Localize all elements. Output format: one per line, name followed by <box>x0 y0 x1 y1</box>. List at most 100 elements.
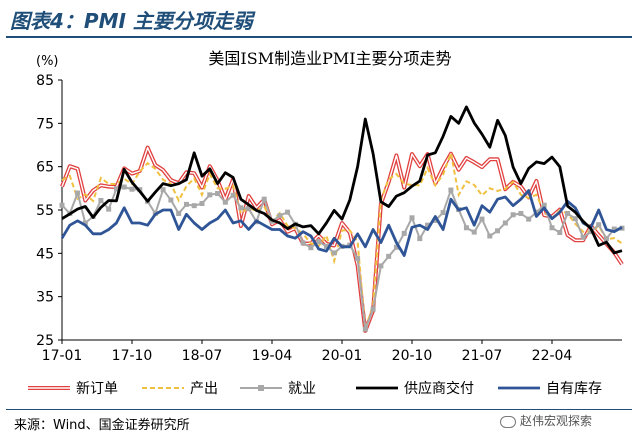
x-tick-label: 21-07 <box>462 348 503 364</box>
source-note: 来源：Wind、国金证券研究所 <box>14 418 190 433</box>
series-2-point <box>471 229 477 235</box>
series-2-point <box>277 213 283 219</box>
footer-rule <box>6 409 632 410</box>
series-2-point <box>191 203 197 209</box>
chart-title: 美国ISM制造业PMI主要分项走势 <box>208 49 451 68</box>
series-2-point <box>75 190 81 196</box>
x-tick-label: 17-10 <box>112 348 153 364</box>
series-2-point <box>409 215 415 221</box>
series-2-point <box>316 239 322 245</box>
series-2-point <box>611 226 617 232</box>
series-2-point <box>261 196 267 202</box>
series-2-point <box>207 192 213 198</box>
legend-1-label: 产出 <box>190 381 218 397</box>
x-tick-label: 17-01 <box>42 348 83 364</box>
series-2-point <box>199 201 205 206</box>
legend-0-label: 新订单 <box>76 381 118 397</box>
series-1-line <box>61 149 623 330</box>
series-2-point <box>603 236 609 242</box>
series-2-point <box>378 263 384 269</box>
series-2-point <box>238 205 244 211</box>
series-2-point <box>565 210 571 216</box>
series-2-point <box>417 236 423 242</box>
legend-4-label: 自有库存 <box>546 381 602 397</box>
series-2-point <box>285 209 291 215</box>
series-4-line <box>60 189 623 257</box>
series-2-point <box>541 202 547 208</box>
figure-header: 图表4：PMI 主要分项走弱 <box>0 0 638 38</box>
legend-2-label: 就业 <box>288 381 316 397</box>
series-2-point <box>487 233 493 239</box>
series-2-point <box>98 197 104 203</box>
series-2-point <box>549 225 555 231</box>
series-2-point <box>572 216 578 222</box>
series-2-point <box>401 230 407 236</box>
series-2-point <box>308 245 314 251</box>
series-layer <box>59 105 625 333</box>
series-2-point <box>495 228 501 234</box>
series-2-point <box>113 186 119 192</box>
y-ticks: 25 35 45 55 65 75 85 <box>36 73 62 349</box>
series-2-point <box>425 222 431 228</box>
series-2-point <box>323 243 329 249</box>
y-tick-label: 45 <box>36 246 54 262</box>
figure-label: 图表4：PMI 主要分项走弱 <box>10 9 253 33</box>
legend-2-swatch-marker <box>258 385 264 391</box>
y-tick-label: 25 <box>36 333 54 349</box>
series-2-point <box>596 222 602 228</box>
series-2-point <box>362 326 368 332</box>
y-tick-label: 65 <box>36 160 54 176</box>
x-tick-label: 20-01 <box>322 348 363 364</box>
series-2-point <box>121 184 127 190</box>
series-2-point <box>479 216 485 222</box>
series-2-point <box>183 201 189 207</box>
series-2-point <box>448 187 454 193</box>
series-2-line <box>61 185 623 330</box>
series-2-point <box>432 217 438 223</box>
series-2-point <box>355 256 361 262</box>
series-2-point <box>440 210 446 216</box>
series-2-point <box>300 240 306 246</box>
series-2-point <box>526 216 532 222</box>
series-2-point <box>176 210 182 216</box>
series-2-point <box>393 244 399 250</box>
series-2-point <box>222 199 228 205</box>
series-2-point <box>160 187 166 193</box>
series-2-point <box>215 191 221 197</box>
watermark: 赵伟宏观探索 <box>500 412 592 429</box>
series-2-point <box>386 253 392 259</box>
series-3-line <box>61 105 623 255</box>
y-tick-label: 85 <box>36 73 54 89</box>
wechat-icon <box>500 415 516 428</box>
series-2-point <box>129 186 135 192</box>
x-tick-label: 18-07 <box>182 348 223 364</box>
legend-3-label: 供应商交付 <box>404 380 474 397</box>
series-2-point <box>557 230 563 236</box>
series-2-point <box>580 234 586 240</box>
header-rule <box>6 36 632 38</box>
series-0-line-inner <box>61 146 623 332</box>
y-tick-label: 35 <box>36 290 54 306</box>
series-2-point <box>106 206 112 212</box>
y-tick-label: 55 <box>36 203 54 219</box>
series-2-point <box>331 250 337 256</box>
watermark-text: 赵伟宏观探索 <box>520 414 593 428</box>
x-tick-label: 19-04 <box>252 348 293 364</box>
series-2-point <box>246 206 252 212</box>
series-2-point <box>502 220 508 226</box>
series-2-point <box>518 210 524 216</box>
legend: 新订单 产出 就业 供应商交付 自有库存 <box>28 380 602 397</box>
series-2-point <box>230 192 236 198</box>
x-ticks: 17-01 17-10 18-07 19-04 20-01 20-10 21-07 22-04 <box>42 340 573 364</box>
x-tick-label: 20-10 <box>392 348 433 364</box>
y-axis-unit: (%) <box>36 54 59 69</box>
series-2-point <box>59 202 65 208</box>
series-2-point <box>463 225 469 231</box>
series-2-point <box>82 220 88 226</box>
series-2-point <box>370 306 376 312</box>
x-tick-label: 22-04 <box>532 348 573 364</box>
y-tick-label: 75 <box>36 116 54 132</box>
line-chart: 美国ISM制造业PMI主要分项走势 (%) 25 35 45 55 65 75 85 17-… <box>28 49 625 397</box>
series-0-line-outer <box>60 145 624 333</box>
series-2-point <box>510 212 516 218</box>
